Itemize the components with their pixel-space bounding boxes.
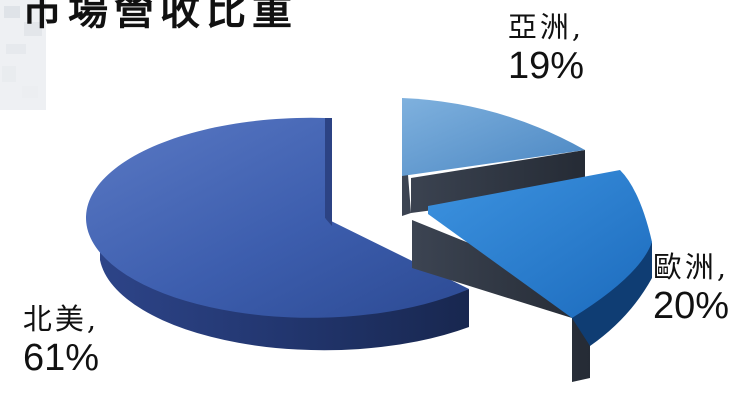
data-label-europe: 歐洲, 20% [632,250,749,329]
data-label-na: 北美, 61% [6,302,116,381]
data-label-na-name: 北美 [22,302,87,336]
data-label-asia-name: 亞洲 [507,10,572,44]
pie-slice-na [85,117,469,318]
pie-slice-asia [402,98,585,176]
data-label-europe-name: 歐洲 [652,250,717,284]
data-label-asia-percent: 19% [507,45,585,88]
pie-slice-na-cut [325,118,332,226]
pie-slice-europe [428,170,652,318]
pie-slice-na-side [100,222,469,351]
chart-title: 市場營收比重 [22,0,298,34]
data-label-asia: 亞洲, 19% [486,10,606,89]
pie-slice-europe-wall [412,220,590,382]
pie-slice-europe-side [572,242,652,346]
corner-decoration [0,0,46,110]
data-label-europe-percent: 20% [652,285,730,328]
data-label-na-percent: 61% [22,337,100,380]
